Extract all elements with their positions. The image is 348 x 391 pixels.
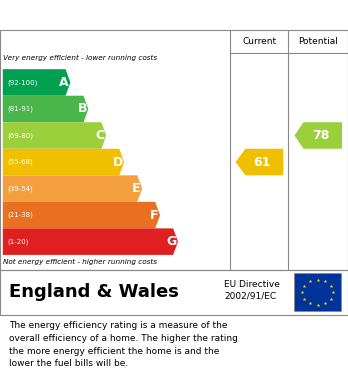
Polygon shape <box>3 175 142 202</box>
Text: 61: 61 <box>254 156 271 169</box>
Polygon shape <box>3 96 88 122</box>
Polygon shape <box>294 122 342 149</box>
Text: (81-91): (81-91) <box>7 106 33 112</box>
Text: (55-68): (55-68) <box>7 159 33 165</box>
Polygon shape <box>3 69 70 96</box>
Text: A: A <box>60 76 69 89</box>
Text: E: E <box>132 182 141 195</box>
Text: B: B <box>78 102 87 115</box>
Polygon shape <box>3 202 160 228</box>
Text: C: C <box>96 129 105 142</box>
Text: Energy Efficiency Rating: Energy Efficiency Rating <box>9 7 219 23</box>
Text: (39-54): (39-54) <box>7 185 33 192</box>
Text: (69-80): (69-80) <box>7 132 33 139</box>
Text: G: G <box>166 235 176 248</box>
Text: Potential: Potential <box>298 37 338 46</box>
Text: The energy efficiency rating is a measure of the
overall efficiency of a home. T: The energy efficiency rating is a measur… <box>9 321 238 368</box>
Text: (1-20): (1-20) <box>7 239 28 245</box>
Text: D: D <box>112 156 123 169</box>
Text: F: F <box>150 209 159 222</box>
Text: England & Wales: England & Wales <box>9 283 179 301</box>
Text: (92-100): (92-100) <box>7 79 37 86</box>
Polygon shape <box>3 122 106 149</box>
Text: 78: 78 <box>313 129 330 142</box>
Text: Very energy efficient - lower running costs: Very energy efficient - lower running co… <box>3 55 158 61</box>
Bar <box>294 273 341 311</box>
Polygon shape <box>3 228 178 255</box>
Text: (21-38): (21-38) <box>7 212 33 219</box>
Text: EU Directive
2002/91/EC: EU Directive 2002/91/EC <box>224 280 280 300</box>
Polygon shape <box>3 149 124 175</box>
Text: Not energy efficient - higher running costs: Not energy efficient - higher running co… <box>3 259 158 265</box>
Polygon shape <box>236 149 283 175</box>
Text: Current: Current <box>242 37 277 46</box>
